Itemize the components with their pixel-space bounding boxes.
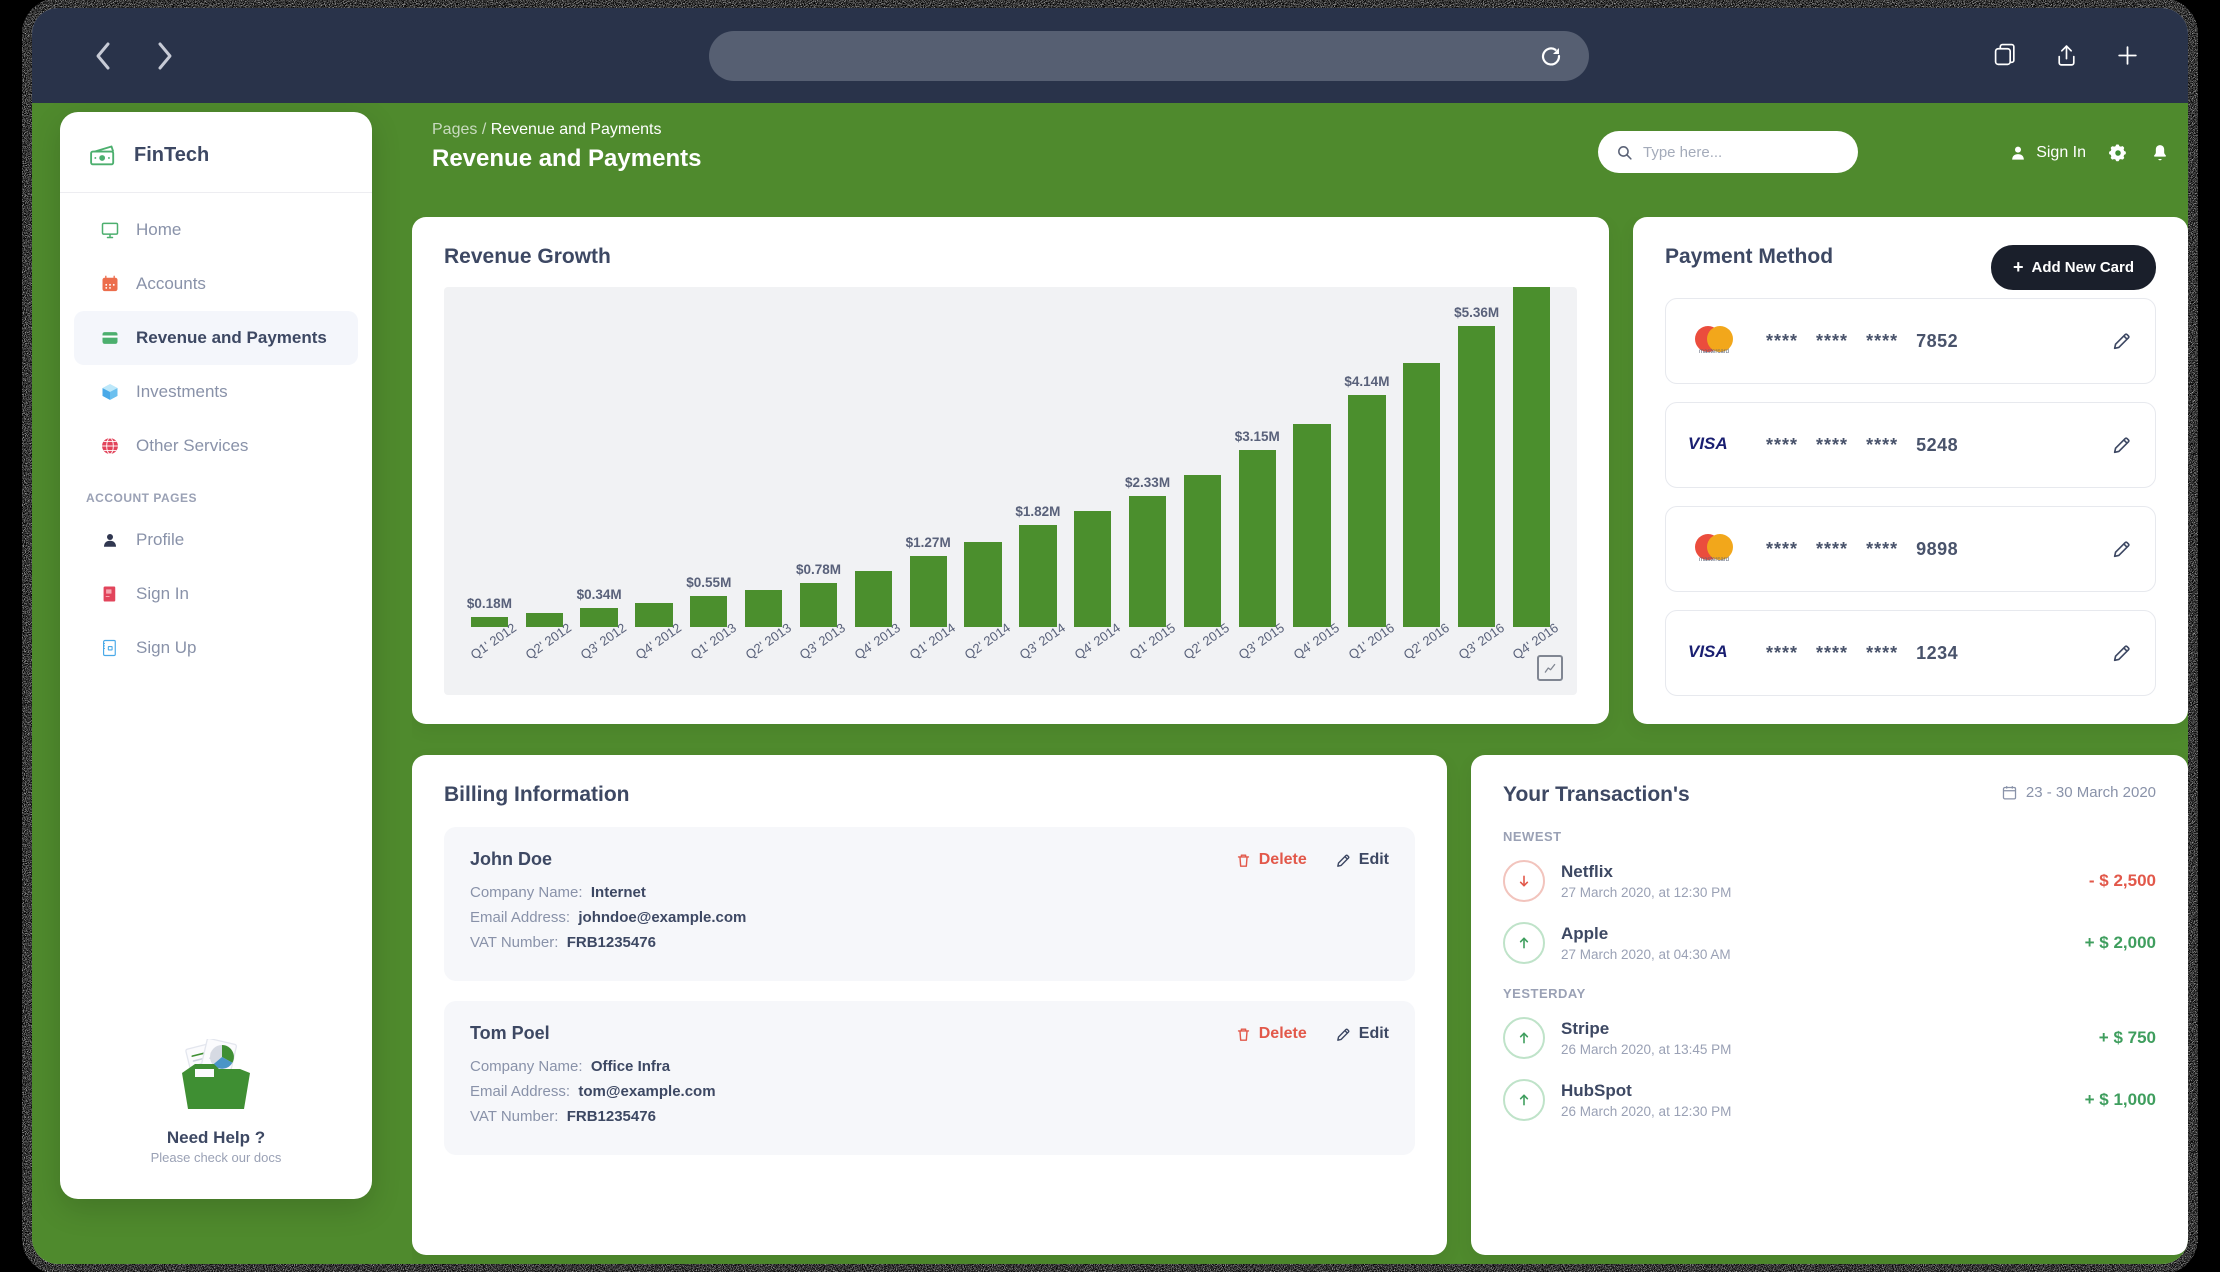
svg-text:VISA: VISA bbox=[1688, 434, 1728, 453]
svg-text:VISA: VISA bbox=[1688, 642, 1728, 661]
svg-text:mastercard: mastercard bbox=[1699, 349, 1729, 355]
svg-text:mastercard: mastercard bbox=[1699, 557, 1729, 563]
